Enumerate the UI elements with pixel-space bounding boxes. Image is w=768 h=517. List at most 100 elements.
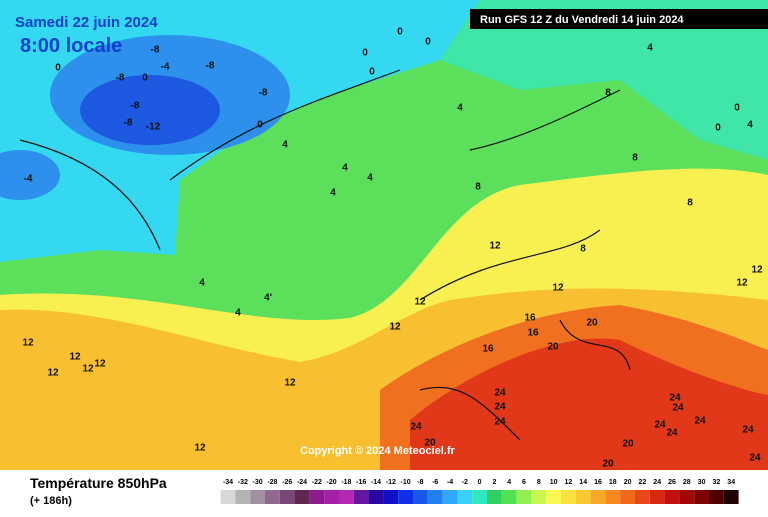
- scale-swatch: [649, 490, 665, 504]
- scale-label: -6: [432, 479, 438, 486]
- scale-label: 4: [507, 479, 511, 486]
- scale-label: 0: [478, 479, 482, 486]
- scale-label: 8: [537, 479, 541, 486]
- scale-label: 20: [624, 479, 632, 486]
- contour-label: 0: [425, 37, 431, 48]
- contour-label: 24: [494, 417, 506, 428]
- scale-swatch: [620, 490, 635, 504]
- contour-label: 0: [362, 48, 368, 59]
- scale-swatch: [546, 490, 561, 504]
- scale-swatch: [442, 490, 458, 504]
- scale-label: 26: [668, 479, 676, 486]
- scale-label: 18: [609, 479, 617, 486]
- contour-label: 12: [69, 352, 81, 363]
- scale-swatch: [339, 490, 354, 504]
- contour-label: 20: [602, 459, 614, 470]
- scale-swatch: [590, 490, 606, 504]
- scale-label: 30: [698, 479, 706, 486]
- run-info: Run GFS 12 Z du Vendredi 14 juin 2024: [480, 14, 684, 26]
- scale-label: -22: [312, 479, 322, 486]
- scale-label: -20: [327, 479, 337, 486]
- contour-label: -12: [146, 122, 161, 133]
- contour-label: 24: [669, 393, 681, 404]
- field-darkblue: [80, 75, 220, 145]
- contour-label: 4: [282, 140, 288, 151]
- temperature-field: [0, 0, 768, 471]
- scale-label: -32: [238, 479, 248, 486]
- contour-label: 12: [47, 368, 59, 379]
- contour-label: 0: [734, 103, 740, 114]
- scale-swatch: [516, 490, 532, 504]
- coastline: [19, 69, 631, 441]
- scale-label: -16: [356, 479, 366, 486]
- scale-label: 34: [727, 479, 735, 486]
- run-box: [470, 9, 768, 29]
- contour-label: 4: [367, 173, 373, 184]
- scale-swatch: [279, 490, 295, 504]
- contour-label: 0: [142, 73, 148, 84]
- scale-label: 12: [565, 479, 573, 486]
- scale-swatch: [561, 490, 576, 504]
- contour-label: 20: [586, 318, 598, 329]
- contour-label: -8: [259, 88, 268, 99]
- contour-label: 4: [747, 120, 753, 131]
- contour-label: 4: [457, 103, 463, 114]
- contour-label: 12: [552, 283, 564, 294]
- contour-label: 0: [55, 63, 61, 74]
- scale-label: 28: [683, 479, 691, 486]
- scale-label: 24: [653, 479, 661, 486]
- legend-title: Température 850hPa: [30, 475, 167, 491]
- contour-label: 8: [475, 182, 481, 193]
- contour-label: 16: [527, 328, 539, 339]
- scale-swatch: [679, 490, 695, 504]
- contour-label: 4: [647, 43, 653, 54]
- scale-swatch: [664, 490, 680, 504]
- contour-label: 8: [580, 244, 586, 255]
- scale-swatch: [368, 490, 384, 504]
- contour-label: 12: [414, 297, 426, 308]
- contour-label: 20: [547, 342, 559, 353]
- scale-swatch: [250, 490, 265, 504]
- scale-label: -8: [417, 479, 423, 486]
- scale-label: 14: [579, 479, 587, 486]
- contour-label: -8: [116, 73, 125, 84]
- scale-swatch: [265, 490, 280, 504]
- contour-label: 0: [397, 27, 403, 38]
- contour-label: 24: [654, 420, 666, 431]
- scale-label: -18: [341, 479, 351, 486]
- contour-label: 24: [749, 453, 761, 464]
- valid-time: 8:00 locale: [20, 35, 122, 57]
- scale-swatch: [457, 490, 473, 504]
- scale-label: 22: [639, 479, 647, 486]
- scale-swatch: [531, 490, 547, 504]
- contour-label: 16: [524, 313, 536, 324]
- field-red: [410, 338, 768, 470]
- field-blue: [0, 150, 60, 200]
- contour-label: 12: [22, 338, 34, 349]
- contour-label: 16: [482, 344, 494, 355]
- contour-label: -8: [206, 61, 215, 72]
- contour-label: -8: [124, 118, 133, 129]
- scale-swatch: [413, 490, 428, 504]
- contour-label: 4: [342, 163, 348, 174]
- scale-label: -30: [253, 479, 263, 486]
- contour-label: 12: [389, 322, 401, 333]
- contour-label: 24: [672, 403, 684, 414]
- contour-label: -8: [131, 101, 140, 112]
- scale-label: -2: [462, 479, 468, 486]
- scale-label: 10: [550, 479, 558, 486]
- contour-label: 24: [694, 416, 706, 427]
- scale-swatch: [487, 490, 502, 504]
- scale-swatch: [324, 490, 339, 504]
- scale-label: 32: [713, 479, 721, 486]
- scale-swatch: [694, 490, 709, 504]
- scale-swatch: [605, 490, 621, 504]
- color-scale: -34 -32 -30 -28 -26 -24 -22 -20 -18 -16 -14 -12 -10-…: [220, 479, 739, 504]
- contour-label: 12: [736, 278, 748, 289]
- scale-label: -12: [386, 479, 396, 486]
- contour-label: 0: [369, 67, 375, 78]
- scale-swatch: [309, 490, 325, 504]
- scale-label: -24: [297, 479, 307, 486]
- scale-swatch: [294, 490, 310, 504]
- contour-label: 0: [715, 123, 721, 134]
